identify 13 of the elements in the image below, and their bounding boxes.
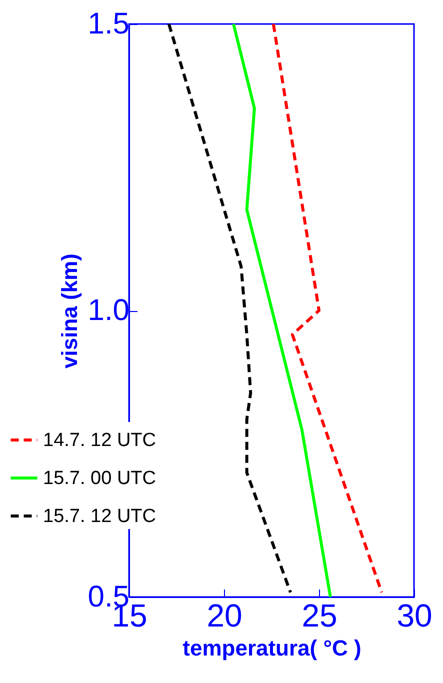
line-series: [272, 22, 384, 594]
y-tick-label: 1.5: [88, 8, 130, 40]
line-series: [232, 22, 332, 598]
legend-label: 15.7. 12 UTC: [43, 506, 156, 527]
y-axis-title: visina (km): [56, 254, 82, 368]
y-tick-label: 1.0: [88, 294, 130, 327]
x-tick-label: 25: [302, 598, 338, 634]
x-axis-title: temperatura( °C ): [182, 636, 362, 660]
x-tick-label: 30: [396, 598, 432, 634]
legend-label: 15.7. 00 UTC: [43, 468, 156, 489]
legend-label: 14.7. 12 UTC: [43, 430, 156, 451]
x-tick-label: 20: [206, 598, 242, 634]
line-series: [167, 22, 292, 594]
